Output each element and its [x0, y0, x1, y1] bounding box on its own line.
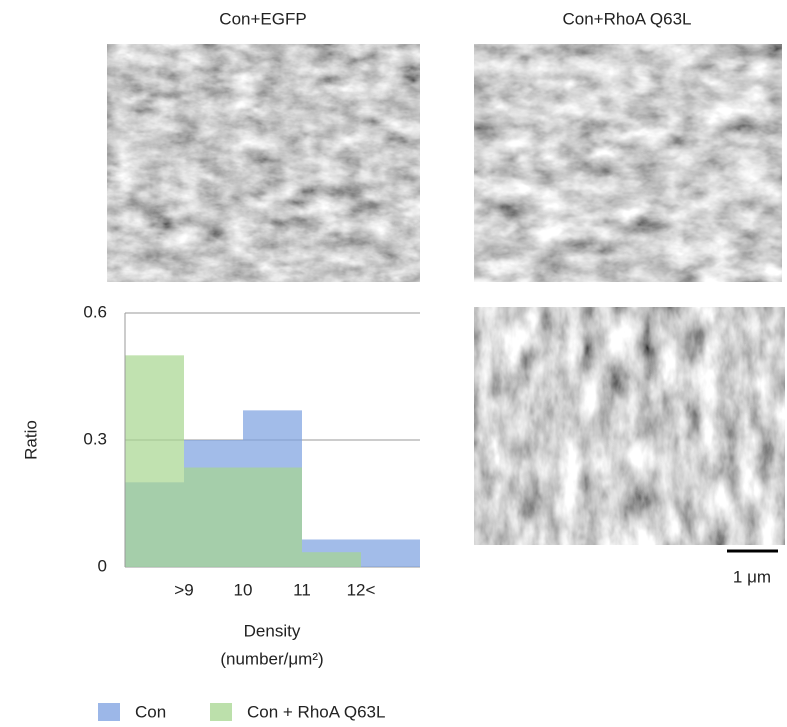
- x-tick-label: 12<: [347, 580, 376, 599]
- figure: Con+EGFP Con+RhoA Q63L 1 μm Ratio Densit…: [0, 0, 787, 727]
- x-axis-unit: (number/μm²): [220, 649, 323, 668]
- x-tick-label: >9: [174, 580, 193, 599]
- x-axis-label: Density: [244, 621, 301, 640]
- y-tick-label: 0.3: [83, 429, 107, 448]
- y-tick-label: 0.6: [83, 302, 107, 321]
- legend-swatch: [98, 703, 120, 721]
- y-axis-label: Ratio: [21, 420, 40, 460]
- bar: [243, 468, 302, 567]
- legend-label: Con + RhoA Q63L: [247, 702, 385, 721]
- bar: [125, 355, 184, 567]
- x-tick-label: 10: [234, 580, 253, 599]
- y-tick-label: 0: [98, 556, 107, 575]
- bar: [184, 468, 243, 567]
- bar: [302, 552, 361, 567]
- legend-swatch: [210, 703, 232, 721]
- afm-image: [474, 307, 785, 545]
- scale-bar-label: 1 μm: [733, 567, 771, 586]
- afm-image: [474, 44, 782, 282]
- afm-image: [107, 44, 420, 282]
- legend-label: Con: [135, 702, 166, 721]
- panel-title: Con+RhoA Q63L: [562, 9, 691, 28]
- panel-title: Con+EGFP: [219, 9, 306, 28]
- bar: [361, 539, 420, 567]
- x-tick-label: 11: [293, 580, 311, 599]
